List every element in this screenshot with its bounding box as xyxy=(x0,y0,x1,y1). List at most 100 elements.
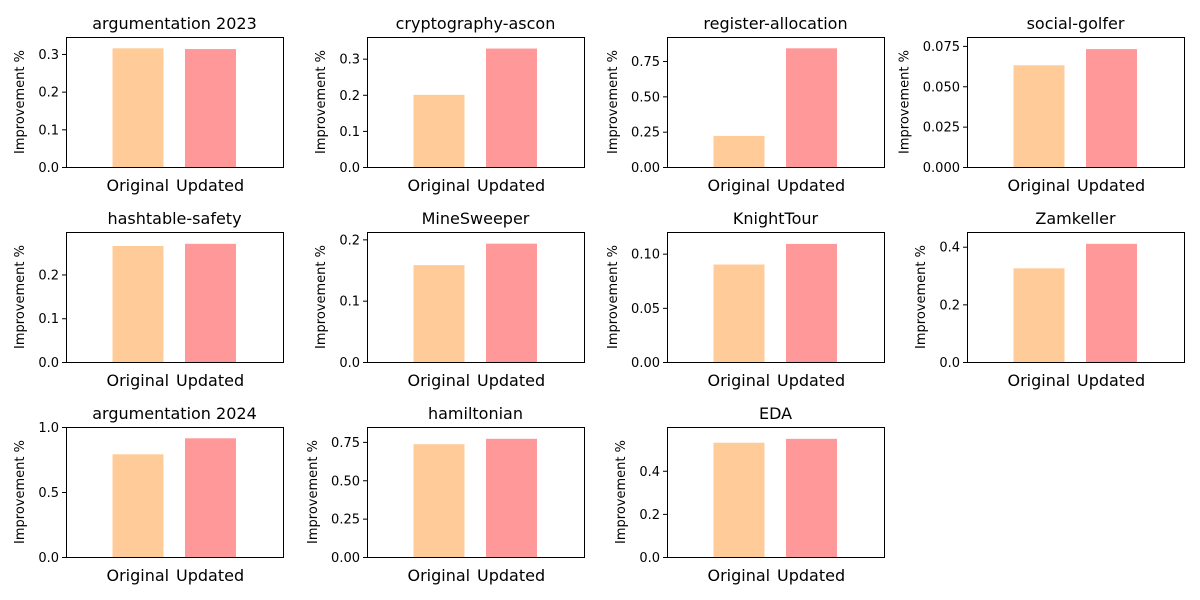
subplot: MineSweeper 0.0 0.1 0.2 Improvement % Origina… xyxy=(314,209,585,390)
y-tick-label: 0.00 xyxy=(331,551,360,566)
y-axis-label: Improvement % xyxy=(306,440,321,544)
bar-original xyxy=(1013,65,1065,167)
bar-updated xyxy=(185,438,236,557)
bar-original xyxy=(112,48,164,167)
bar-updated xyxy=(786,48,837,167)
bar-original xyxy=(713,442,765,557)
y-axis-label: Improvement % xyxy=(314,245,329,349)
y-tick-label: 0.00 xyxy=(631,356,660,371)
y-tick-label: 0.75 xyxy=(631,55,660,70)
chart-title: cryptography-ascon xyxy=(396,14,556,33)
x-category-label-original: Original xyxy=(1008,371,1071,390)
subplot: social-golfer 0.000 0.025 0.050 0.075 Improve… xyxy=(898,14,1185,195)
y-tick-label: 0.075 xyxy=(923,40,960,55)
y-tick-label: 0.1 xyxy=(38,123,59,138)
bar-original xyxy=(713,135,765,167)
x-category-label-original: Original xyxy=(708,176,771,195)
x-category-label-original: Original xyxy=(107,176,170,195)
subplot: register-allocation 0.00 0.25 0.50 0.75 Impro… xyxy=(606,14,885,195)
chart-title: register-allocation xyxy=(703,14,847,33)
x-category-label-updated: Updated xyxy=(176,371,244,390)
chart-title: hashtable-safety xyxy=(107,209,241,228)
y-tick-label: 0.2 xyxy=(339,233,360,248)
bar-original xyxy=(112,246,164,362)
chart-title: argumentation 2023 xyxy=(92,14,257,33)
plot-frame xyxy=(66,37,284,168)
bar-updated xyxy=(486,438,537,557)
plot-frame xyxy=(367,232,585,363)
plot-frame xyxy=(667,427,885,558)
y-axis-label: Improvement % xyxy=(13,440,28,544)
y-tick-label: 0.000 xyxy=(923,161,960,176)
bar-original xyxy=(413,265,465,362)
y-axis-label: Improvement % xyxy=(614,440,629,544)
chart-title: hamiltonian xyxy=(428,404,523,423)
bar-original xyxy=(713,264,765,362)
x-category-label-updated: Updated xyxy=(1077,176,1145,195)
y-tick-label: 0.3 xyxy=(38,48,59,63)
bar-original xyxy=(112,454,164,557)
y-axis-label: Improvement % xyxy=(314,50,329,154)
y-tick-label: 0.2 xyxy=(939,298,960,313)
y-axis-label: Improvement % xyxy=(13,50,28,154)
x-category-label-original: Original xyxy=(107,566,170,585)
y-tick-label: 0.1 xyxy=(339,295,360,310)
y-tick-label: 0.2 xyxy=(639,508,660,523)
subplot: argumentation 2024 0.0 0.5 1.0 Improvement %… xyxy=(13,404,284,585)
subplot: hashtable-safety 0.0 0.1 0.2 Improvement % Or… xyxy=(13,209,284,390)
x-category-label-updated: Updated xyxy=(477,566,545,585)
bar-updated xyxy=(486,48,537,167)
y-tick-label: 0.1 xyxy=(38,312,59,327)
y-tick-label: 0.1 xyxy=(339,125,360,140)
y-tick-label: 0.3 xyxy=(339,53,360,68)
y-axis-label: Improvement % xyxy=(13,245,28,349)
y-tick-label: 0.0 xyxy=(939,356,960,371)
plot-frame xyxy=(967,37,1185,168)
x-category-label-updated: Updated xyxy=(1077,371,1145,390)
x-category-label-updated: Updated xyxy=(777,371,845,390)
y-axis-label: Improvement % xyxy=(898,50,913,154)
subplot: cryptography-ascon 0.0 0.1 0.2 0.3 Improvemen… xyxy=(314,14,585,195)
subplot: Zamkeller 0.0 0.2 0.4 Improvement % Original U… xyxy=(914,209,1185,390)
y-tick-label: 0.0 xyxy=(639,551,660,566)
y-tick-label: 0.25 xyxy=(631,126,660,141)
bar-original xyxy=(413,94,465,167)
x-category-label-updated: Updated xyxy=(477,371,545,390)
plot-frame xyxy=(367,37,585,168)
plot-frame xyxy=(967,232,1185,363)
y-tick-label: 0.0 xyxy=(339,356,360,371)
bar-updated xyxy=(185,49,236,168)
y-tick-label: 0.50 xyxy=(631,90,660,105)
plot-frame xyxy=(667,232,885,363)
y-tick-label: 0.025 xyxy=(923,121,960,136)
x-category-label-original: Original xyxy=(107,371,170,390)
x-category-label-original: Original xyxy=(708,566,771,585)
x-category-label-original: Original xyxy=(708,371,771,390)
y-tick-label: 0.25 xyxy=(331,513,360,528)
x-category-label-updated: Updated xyxy=(176,566,244,585)
subplot: hamiltonian 0.00 0.25 0.50 0.75 Improvement %… xyxy=(306,404,585,585)
y-tick-label: 0.0 xyxy=(339,161,360,176)
y-tick-label: 0.05 xyxy=(631,302,660,317)
y-tick-label: 0.4 xyxy=(639,465,660,480)
chart-title: argumentation 2024 xyxy=(92,404,257,423)
y-axis-label: Improvement % xyxy=(914,245,929,349)
y-axis-label: Improvement % xyxy=(606,50,621,154)
y-tick-label: 0.2 xyxy=(339,89,360,104)
bar-updated xyxy=(185,243,236,362)
y-tick-label: 0.0 xyxy=(38,551,59,566)
y-tick-label: 0.0 xyxy=(38,161,59,176)
bar-updated xyxy=(786,438,837,557)
bar-updated xyxy=(1086,243,1137,362)
subplot: KnightTour 0.00 0.05 0.10 Improvement % Origi… xyxy=(606,209,885,390)
x-category-label-updated: Updated xyxy=(777,176,845,195)
y-tick-label: 0.0 xyxy=(38,356,59,371)
bar-original xyxy=(413,444,465,557)
y-tick-label: 0.50 xyxy=(331,474,360,489)
chart-title: MineSweeper xyxy=(422,209,530,228)
x-category-label-updated: Updated xyxy=(777,566,845,585)
y-tick-label: 0.5 xyxy=(38,486,59,501)
plot-frame xyxy=(667,37,885,168)
bar-updated xyxy=(486,243,537,362)
